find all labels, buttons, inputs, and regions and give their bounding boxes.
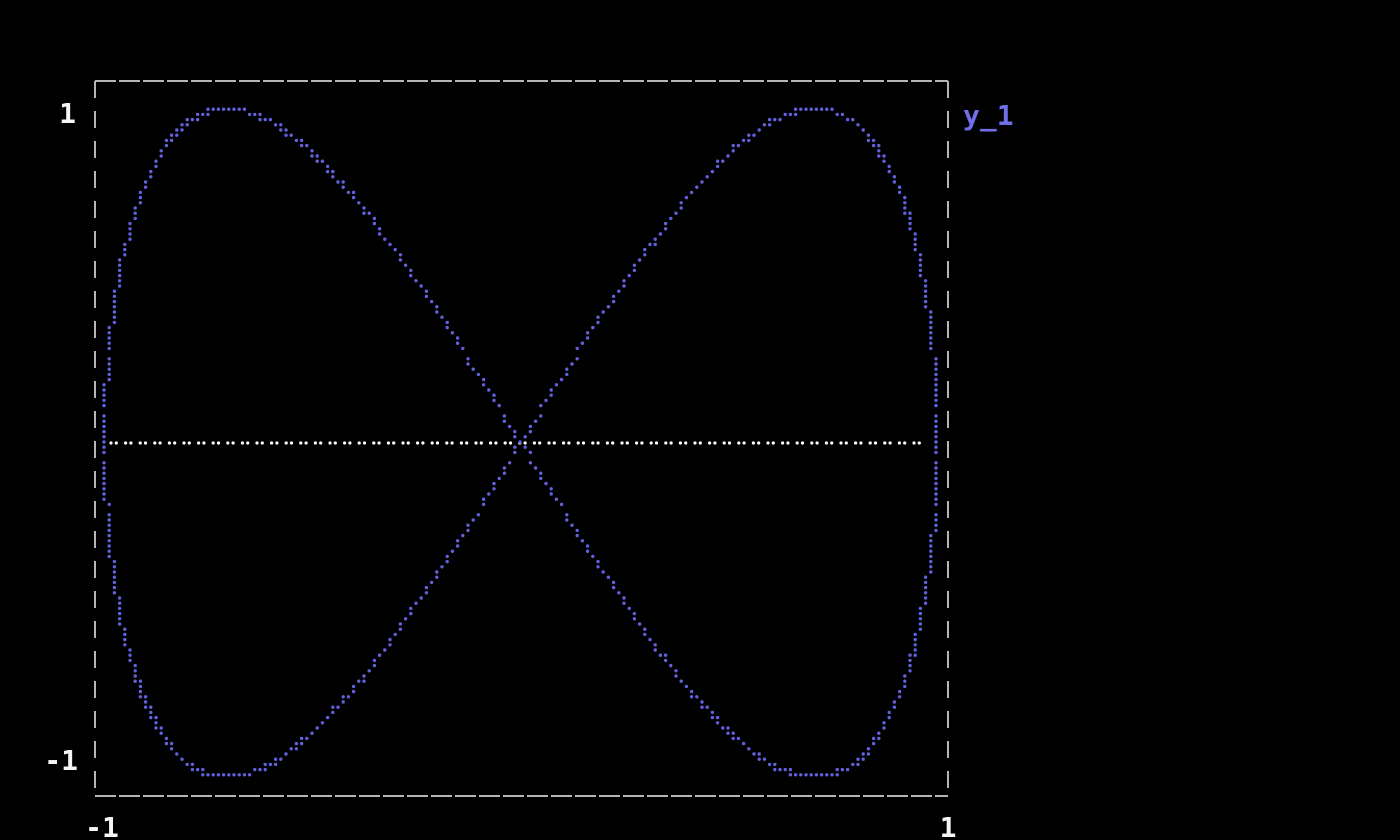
zero-axis-dotted-line bbox=[109, 441, 921, 445]
x-tick-label-right: 1 bbox=[940, 811, 957, 840]
y-tick-label-top: 1 bbox=[59, 97, 76, 130]
lissajous-scatter-series bbox=[102, 107, 938, 777]
x-tick-label-left: -1 bbox=[85, 811, 119, 840]
plot-border bbox=[94, 80, 949, 797]
legend-label: y_1 bbox=[963, 99, 1014, 132]
y-tick-label-bottom: -1 bbox=[44, 744, 78, 777]
